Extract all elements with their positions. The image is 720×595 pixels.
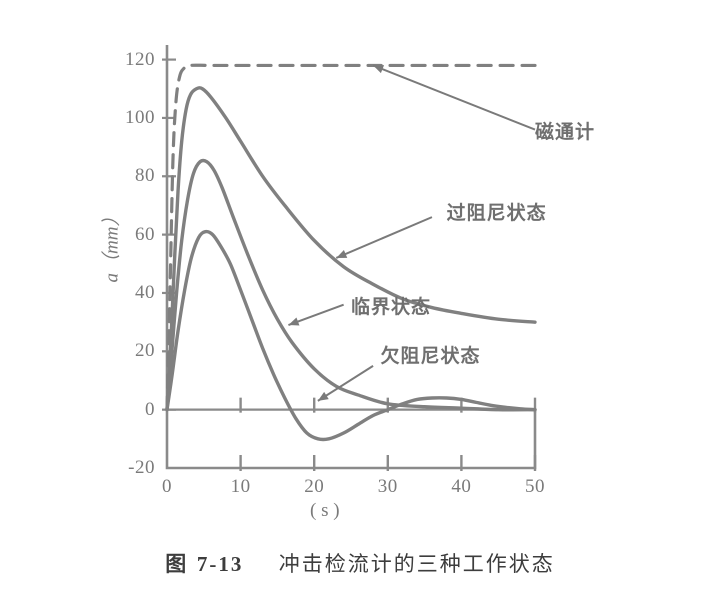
x-tick-label: 30: [377, 476, 398, 497]
annotation-pointer-0: [372, 64, 536, 131]
x-axis-title: ( s ): [310, 500, 340, 521]
annotation-arrowhead-2: [288, 317, 300, 326]
curves-group: [165, 63, 537, 442]
annotation-arrowhead-0: [373, 65, 385, 74]
axis-frame: [165, 45, 537, 470]
y-tick-label: 20: [135, 340, 155, 362]
y-tick-label: 60: [135, 223, 155, 245]
y-axis-title-text: a（mm）: [101, 207, 123, 283]
annotation-label-0: 磁通计: [535, 120, 596, 143]
annotation-pointer-3: [317, 365, 374, 402]
annotation-arrowhead-1: [336, 250, 348, 258]
curve-series-0: [165, 63, 537, 412]
caption-text: 冲击检流计的三种工作状态: [278, 552, 555, 576]
y-tick-label: 0: [145, 398, 155, 420]
annotation-pointer-1: [335, 216, 433, 259]
x-tick-label: 0: [162, 476, 172, 497]
x-tick-label: 50: [525, 476, 545, 497]
annotation-label-1: 过阻尼状态: [446, 202, 547, 225]
y-tick-label: 80: [135, 165, 155, 187]
curve-series-3: [165, 229, 537, 442]
annotation-pointers-group: [288, 64, 536, 402]
x-tick-label: 20: [304, 476, 325, 497]
y-tick-label: 100: [125, 106, 155, 128]
annotation-label-3: 欠阻尼状态: [380, 345, 481, 368]
y-tick-label: 40: [135, 281, 155, 303]
annotation-label-2: 临界状态: [351, 295, 432, 318]
caption-number: 7-13: [196, 552, 244, 576]
y-tick-label: 120: [125, 48, 155, 70]
x-tick-label: 10: [230, 476, 251, 497]
caption-prefix: 图: [165, 552, 189, 576]
y-tick-label: -20: [128, 457, 155, 478]
curve-series-1: [165, 86, 537, 412]
y-axis-title: a（mm）: [92, 175, 128, 315]
figure-caption: 图 7-13 冲击检流计的三种工作状态: [0, 548, 720, 578]
x-tick-label: 40: [451, 476, 472, 497]
annotation-arrowhead-3: [317, 391, 329, 401]
